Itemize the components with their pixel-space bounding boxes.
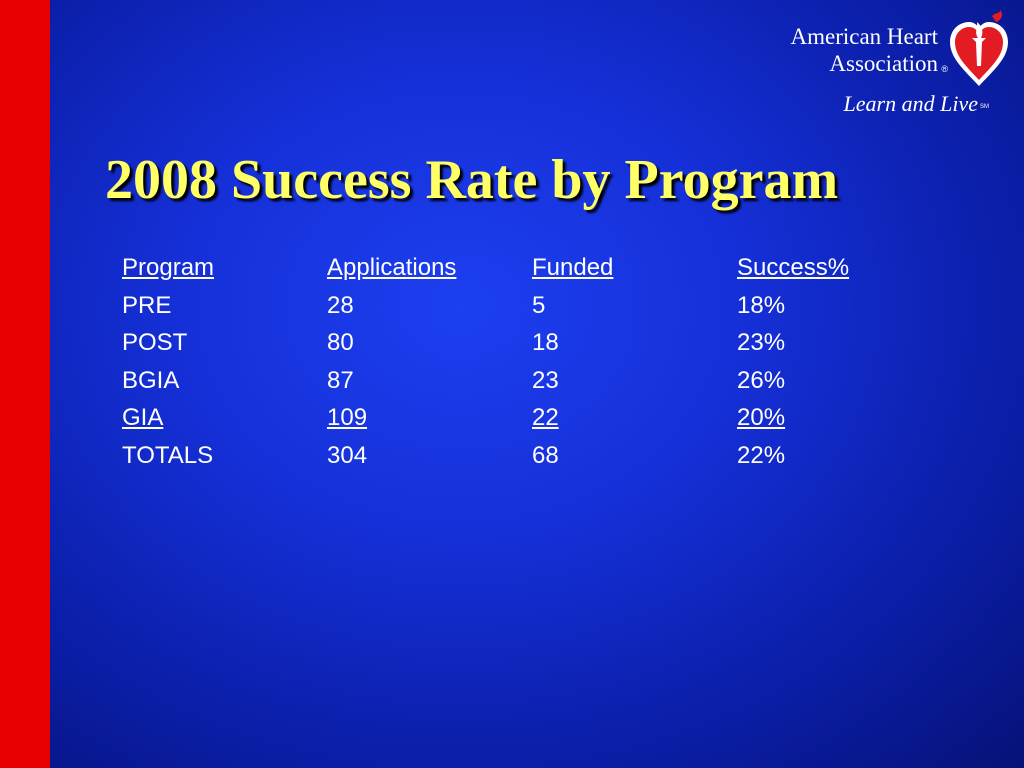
cell-funded: 5: [532, 291, 546, 319]
column-header-funded: Funded: [532, 254, 614, 281]
cell-funded: 68: [532, 441, 559, 469]
page-title: 2008 Success Rate by Program: [105, 149, 839, 211]
cell-program: POST: [122, 329, 188, 356]
logo-tagline: Learn and Live: [843, 91, 978, 116]
cell-applications: 80: [327, 329, 354, 356]
cell-funded: 18: [532, 329, 559, 356]
column-header-applications: Applications: [327, 254, 457, 281]
cell-funded: 23: [532, 366, 559, 394]
logo-service-mark: SM: [980, 104, 989, 110]
success-rate-table: Program Applications Funded Success% PRE…: [122, 252, 897, 477]
cell-funded: 22: [532, 404, 559, 431]
logo-line2: Association: [829, 51, 938, 76]
cell-program: PRE: [122, 291, 172, 319]
cell-success: 23%: [737, 329, 786, 356]
table-row: PRE 28 5 18%: [122, 290, 897, 328]
heart-torch-icon: [950, 10, 1008, 86]
cell-success: 18%: [737, 291, 786, 319]
cell-success: 20%: [737, 404, 786, 431]
table-row: GIA 109 22 20%: [122, 402, 897, 440]
cell-applications: 109: [327, 404, 368, 431]
left-red-bar: [0, 0, 50, 768]
cell-applications: 28: [327, 291, 354, 319]
aha-logo: American Heart Association ® Learn and L…: [760, 6, 1020, 124]
table-row-totals: TOTALS 304 68 22%: [122, 440, 897, 478]
logo-registered-mark: ®: [941, 64, 948, 74]
table-row: BGIA 87 23 26%: [122, 365, 897, 403]
cell-applications: 304: [327, 441, 368, 469]
cell-program: GIA: [122, 404, 164, 431]
column-header-success: Success%: [737, 254, 850, 281]
table-row: POST 80 18 23%: [122, 327, 897, 365]
cell-success: 22%: [737, 441, 786, 469]
cell-applications: 87: [327, 366, 354, 394]
cell-program: TOTALS: [122, 441, 214, 469]
cell-success: 26%: [737, 366, 786, 394]
cell-program: BGIA: [122, 366, 180, 394]
column-header-program: Program: [122, 254, 215, 281]
logo-line1: American Heart: [790, 24, 938, 49]
table-header-row: Program Applications Funded Success%: [122, 252, 897, 290]
